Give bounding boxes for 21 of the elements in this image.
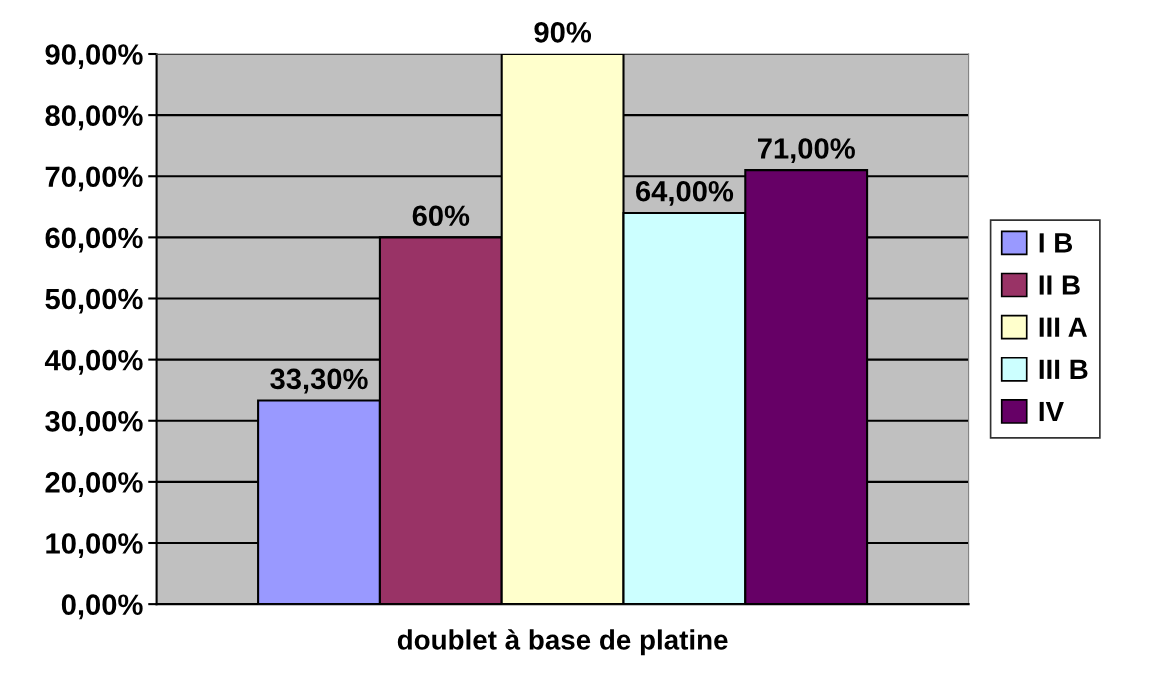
y-tick-label: 20,00% — [45, 472, 143, 497]
y-tick-label: 10,00% — [46, 533, 143, 559]
data-label: 60% — [412, 205, 470, 227]
legend-label: III A — [1039, 317, 1087, 337]
legend-label: II B — [1039, 275, 1080, 295]
data-label: 64,00% — [636, 180, 734, 206]
y-tick-label: 90,00% — [45, 44, 143, 70]
y-tick-label: 70,00% — [45, 166, 143, 192]
y-tick-label: 60,00% — [45, 227, 143, 253]
data-label: 71,00% — [758, 138, 855, 164]
x-tick-label: doublet à base de platine — [397, 629, 728, 656]
y-tick-label: 40,00% — [44, 349, 143, 375]
y-tick-label: 30,00% — [45, 410, 143, 436]
y-tick-label: 0,00% — [61, 594, 143, 620]
legend-label: IV — [1039, 401, 1064, 422]
data-label: 90% — [534, 22, 592, 43]
data-label: 33,30% — [270, 368, 368, 394]
y-tick-label: 50,00% — [45, 288, 143, 314]
legend-label: III B — [1039, 359, 1088, 379]
y-tick-label: 80,00% — [45, 105, 143, 131]
legend-label: I B — [1039, 233, 1073, 253]
